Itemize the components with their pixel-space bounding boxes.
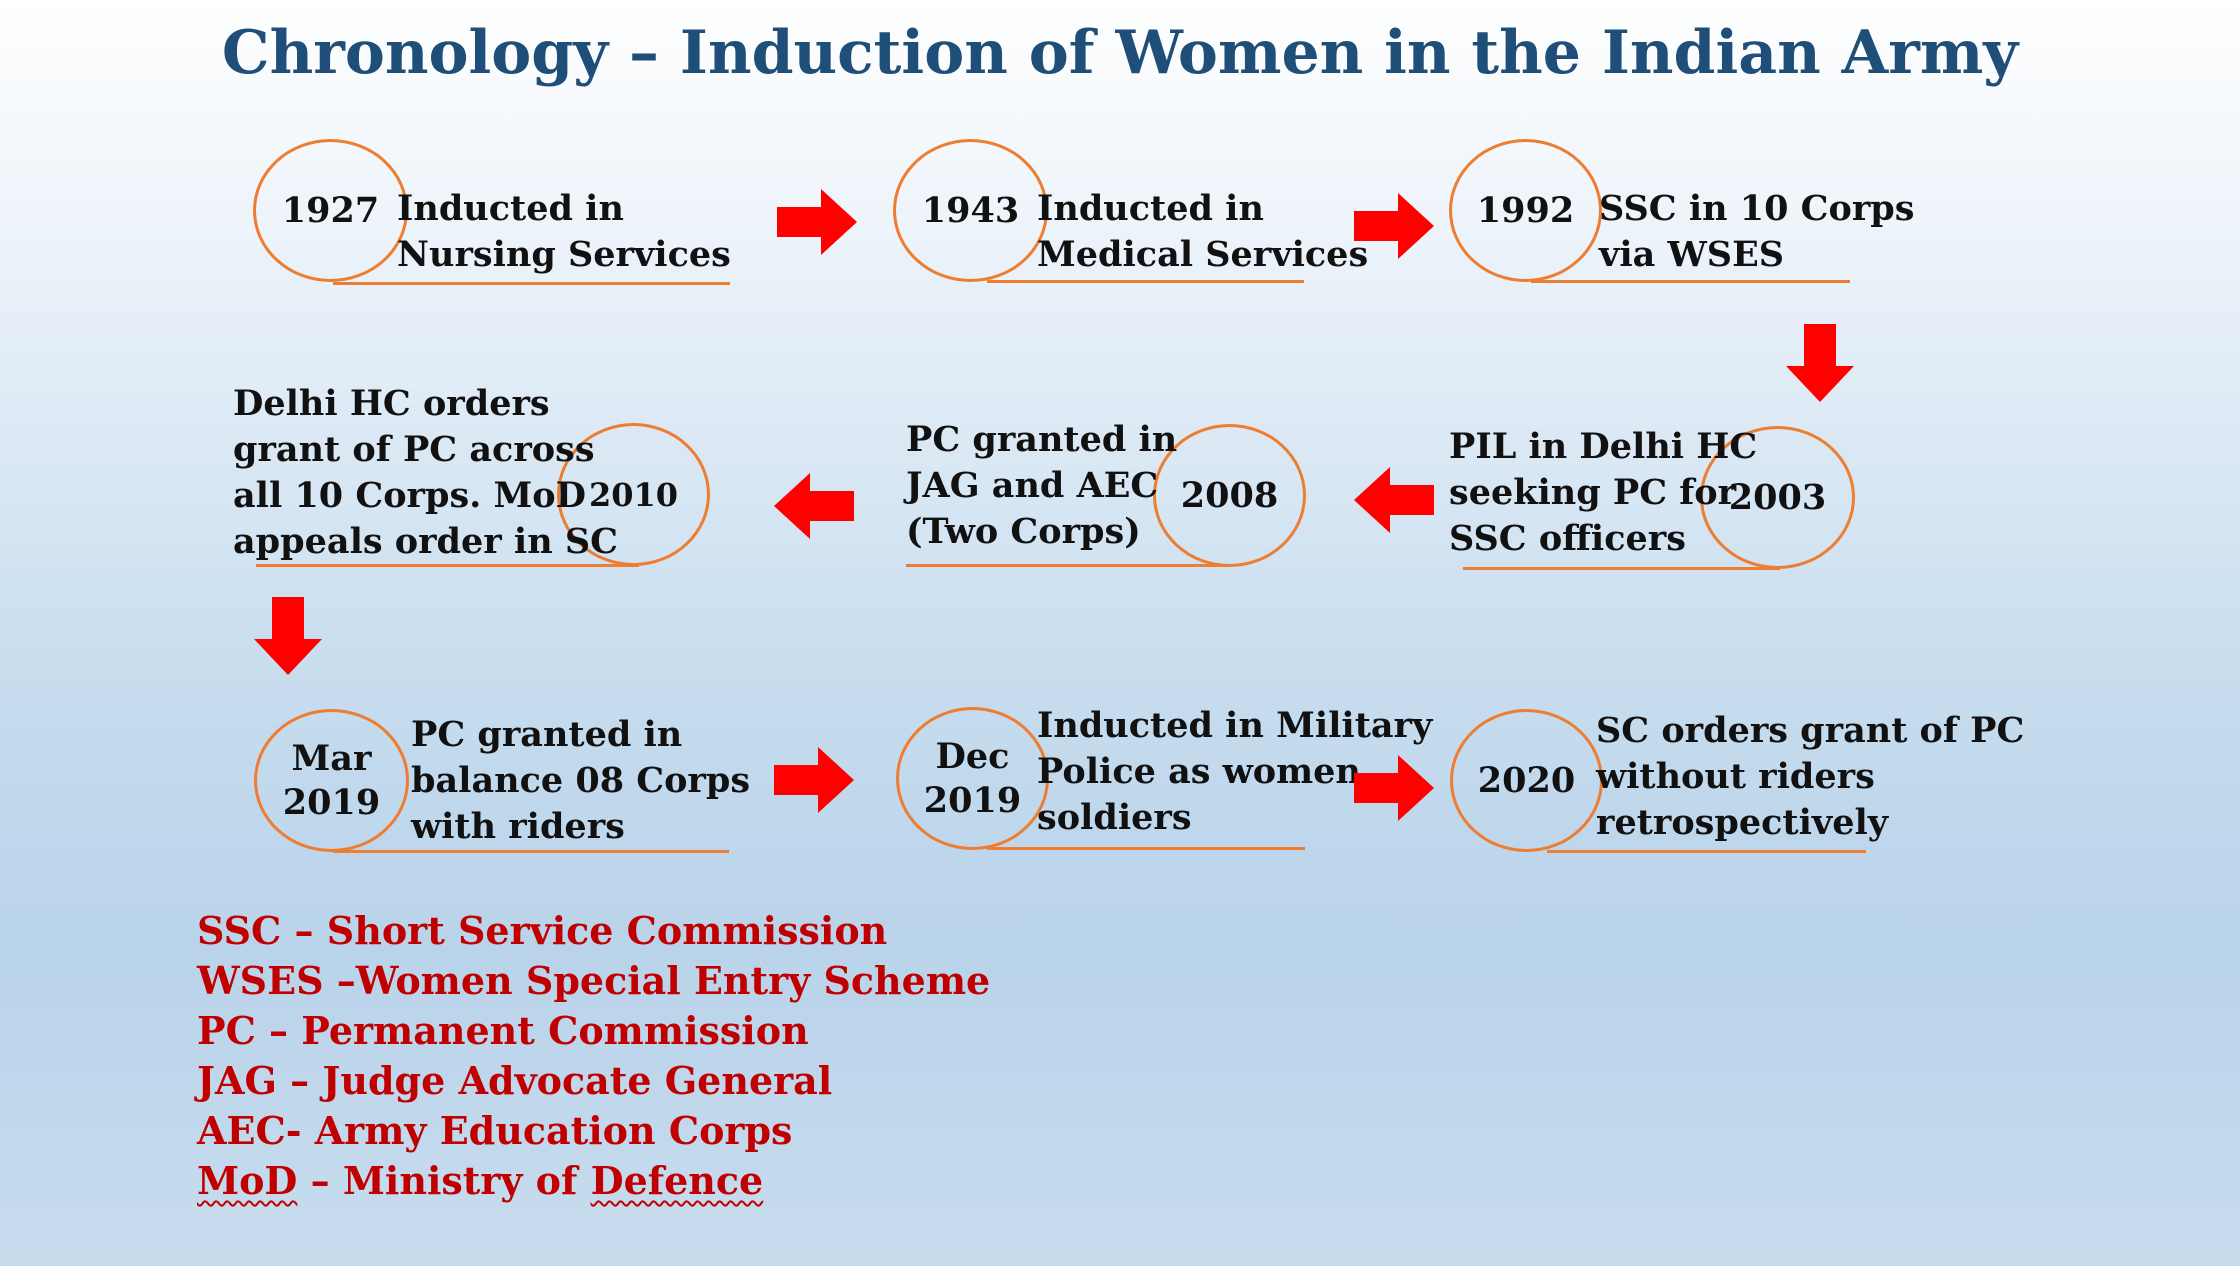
arrow-right-icon xyxy=(1354,755,1434,821)
year-circle-2010: 2010 xyxy=(557,423,710,566)
arrow-right-icon xyxy=(1354,193,1434,259)
event-text-2003: PIL in Delhi HC seeking PC for SSC offic… xyxy=(1449,424,1757,562)
event-text-2010: Delhi HC orders grant of PC across all 1… xyxy=(233,381,618,565)
event-line: balance 08 Corps xyxy=(411,760,751,801)
arrow-right-icon xyxy=(774,747,854,813)
event-text-2008: PC granted in JAG and AEC (Two Corps) xyxy=(906,417,1177,555)
underline xyxy=(333,282,730,285)
year-circle-2020: 2020 xyxy=(1450,709,1603,852)
event-line: with riders xyxy=(411,806,625,847)
event-line: without riders xyxy=(1596,756,1875,797)
underline xyxy=(987,847,1305,850)
legend-item-pc: PC – Permanent Commission xyxy=(197,1008,809,1053)
event-text-1927: Inducted in Nursing Services xyxy=(397,186,731,278)
legend-item-ssc: SSC – Short Service Commission xyxy=(197,908,888,953)
event-text-dec-2019: Inducted in Military Police as women sol… xyxy=(1037,703,1432,841)
year-circle-1927: 1927 xyxy=(253,139,408,282)
year-circle-dec-2019: Dec 2019 xyxy=(896,707,1049,850)
legend-item-jag: JAG – Judge Advocate General xyxy=(197,1058,833,1103)
event-line: grant of PC across xyxy=(233,429,595,470)
arrow-down-icon xyxy=(1786,324,1854,402)
event-line: appeals order in SC xyxy=(233,521,618,562)
event-line: SSC in 10 Corps xyxy=(1599,188,1915,229)
event-line: PC granted in xyxy=(411,714,683,755)
underline xyxy=(1531,280,1850,283)
event-line: SC orders grant of PC xyxy=(1596,710,2025,751)
event-text-1992: SSC in 10 Corps via WSES xyxy=(1599,186,1914,278)
event-line: Nursing Services xyxy=(397,234,731,275)
event-line: Inducted in Military xyxy=(1037,705,1433,746)
underline xyxy=(987,280,1304,283)
event-line: via WSES xyxy=(1599,234,1785,275)
year-circle-1992: 1992 xyxy=(1449,139,1602,282)
event-line: soldiers xyxy=(1037,797,1192,838)
event-line: Police as women xyxy=(1037,751,1361,792)
event-line: all 10 Corps. MoD xyxy=(233,475,586,516)
event-line: PC granted in xyxy=(906,419,1178,460)
event-line: JAG and AEC xyxy=(906,465,1159,506)
year-number: 2019 xyxy=(282,781,381,823)
event-line: Delhi HC orders xyxy=(233,383,550,424)
page-title: Chronology – Induction of Women in the I… xyxy=(221,18,2019,88)
event-line: Inducted in xyxy=(397,188,624,229)
event-line: seeking PC for xyxy=(1449,472,1737,513)
year-number: 2019 xyxy=(923,779,1022,821)
year-circle-2008: 2008 xyxy=(1153,424,1306,567)
underline xyxy=(333,850,729,853)
legend-abbr: MoD xyxy=(197,1158,298,1203)
abbreviation-legend: SSC – Short Service Commission WSES –Wom… xyxy=(197,906,990,1206)
underline xyxy=(256,564,639,567)
legend-mid: – Ministry of xyxy=(310,1158,591,1203)
legend-item-wses: WSES –Women Special Entry Scheme xyxy=(197,958,991,1003)
arrow-left-icon xyxy=(1354,467,1434,533)
year-circle-mar-2019: Mar 2019 xyxy=(254,709,409,852)
year-month: Dec xyxy=(935,735,1010,777)
arrow-right-icon xyxy=(777,189,857,255)
event-line: (Two Corps) xyxy=(906,511,1141,552)
underline xyxy=(906,564,1228,567)
event-line: Medical Services xyxy=(1037,234,1369,275)
legend-item-mod: MoD – Ministry of Defence xyxy=(197,1156,990,1206)
legend-item-aec: AEC- Army Education Corps xyxy=(197,1108,793,1153)
year-circle-1943: 1943 xyxy=(893,139,1048,282)
underline xyxy=(1547,850,1866,853)
year-month: Mar xyxy=(291,737,372,779)
event-line: PIL in Delhi HC xyxy=(1449,426,1758,467)
event-text-mar-2019: PC granted in balance 08 Corps with ride… xyxy=(411,712,750,850)
event-line: retrospectively xyxy=(1596,802,1889,843)
event-line: Inducted in xyxy=(1037,188,1264,229)
legend-suffix: Defence xyxy=(590,1158,764,1203)
arrow-down-icon xyxy=(254,597,322,675)
event-text-1943: Inducted in Medical Services xyxy=(1037,186,1368,278)
underline xyxy=(1463,567,1780,570)
event-line: SSC officers xyxy=(1449,518,1686,559)
event-text-2020: SC orders grant of PC without riders ret… xyxy=(1596,708,2024,846)
arrow-left-icon xyxy=(774,473,854,539)
